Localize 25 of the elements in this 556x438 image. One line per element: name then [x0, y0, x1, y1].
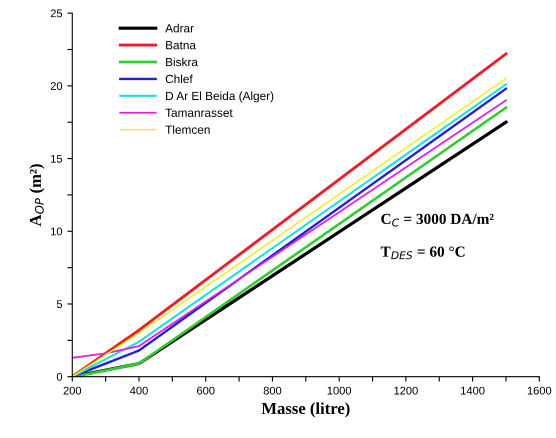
- y-tick-label: 20: [50, 82, 62, 90]
- y-axis-title: A$_{OP}$ (m²): [29, 164, 44, 226]
- x-tick-label: 600: [197, 386, 215, 395]
- x-tick-label: 800: [264, 386, 282, 395]
- x-tick-label: 1000: [328, 386, 352, 395]
- x-tick-label: 400: [130, 386, 148, 395]
- legend-label: Tlemcen: [165, 125, 210, 134]
- y-tick-label: 25: [50, 9, 62, 18]
- annotation: T$_{DES}$ = 60 °C: [380, 246, 464, 260]
- x-tick-label: 200: [64, 386, 82, 395]
- x-axis-title: Masse (litre): [262, 402, 350, 418]
- y-tick-label: 5: [56, 300, 62, 308]
- annotation: C$_{C}$ = 3000 DA/m²: [381, 214, 494, 227]
- legend-label: Chlef: [166, 74, 193, 84]
- x-tick-label: 1600: [528, 386, 552, 395]
- y-tick-label: 0: [56, 372, 62, 381]
- legend-label: Adrar: [165, 24, 194, 32]
- y-tick-label: 10: [51, 228, 62, 236]
- legend-label: D Ar El Beida (Alger): [166, 91, 274, 102]
- legend-label: Tamanrasset: [165, 108, 233, 117]
- x-tick-label: 1200: [394, 386, 418, 395]
- legend-label: Biskra: [166, 58, 198, 66]
- y-tick-label: 15: [51, 154, 62, 163]
- x-tick-label: 1400: [461, 386, 485, 395]
- legend-label: Batna: [166, 41, 196, 50]
